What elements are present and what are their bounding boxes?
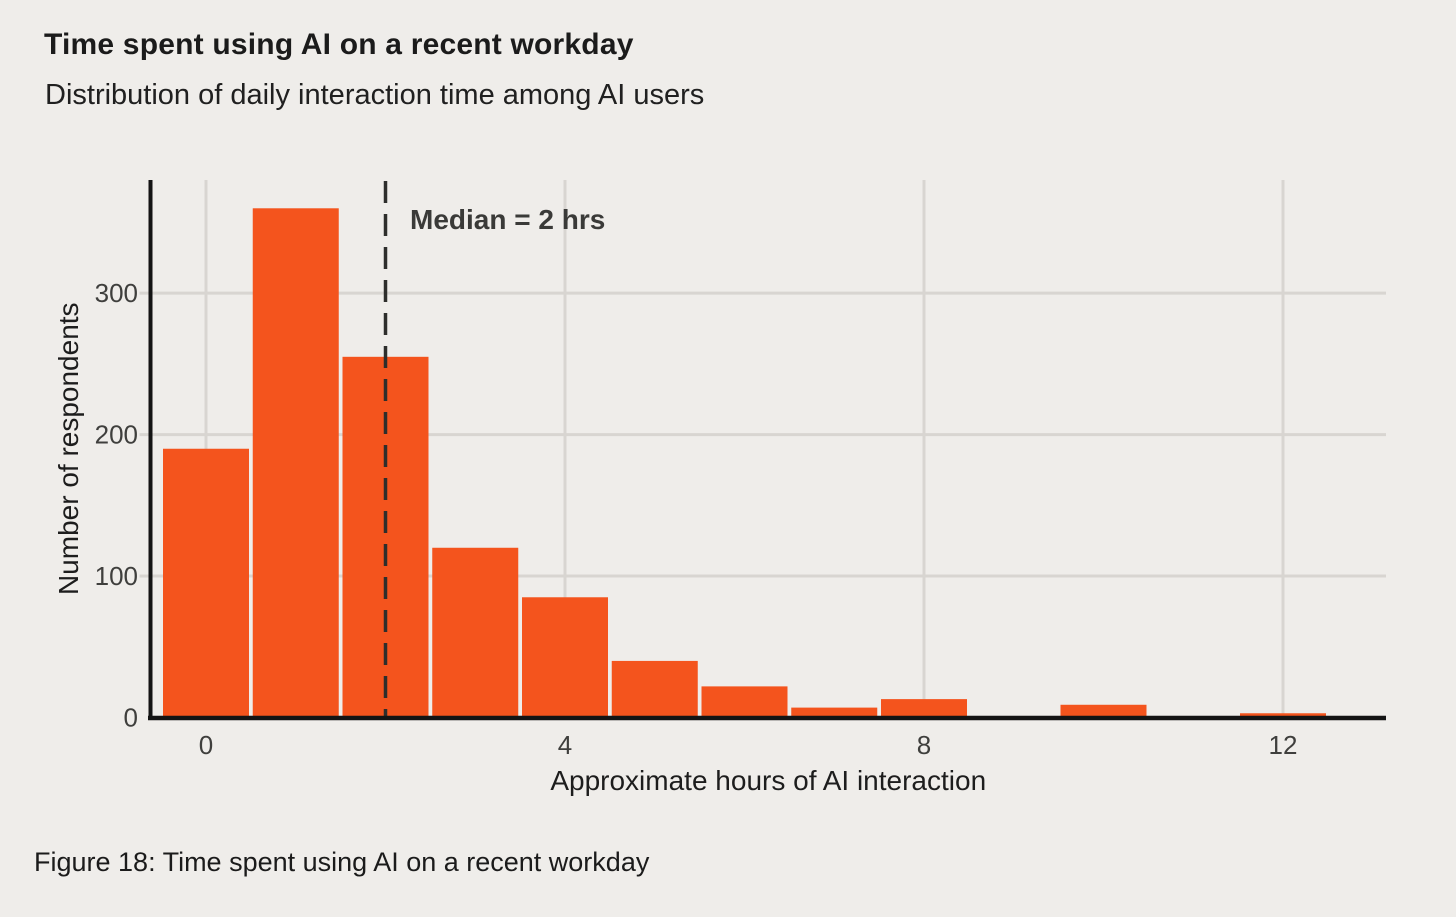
histogram-bar (432, 547, 519, 718)
y-tick-label: 200 (95, 420, 138, 450)
y-tick-label: 100 (95, 561, 138, 591)
histogram-bar (791, 707, 878, 718)
figure-caption: Figure 18: Time spent using AI on a rece… (34, 847, 650, 877)
histogram-bar (163, 448, 249, 718)
histogram-bar (252, 208, 339, 718)
histogram-bar (522, 597, 608, 718)
x-axis-title: Approximate hours of AI interaction (550, 765, 986, 796)
x-tick-label: 4 (558, 730, 572, 760)
histogram-bar (611, 660, 698, 718)
histogram-bar (1240, 713, 1326, 718)
histogram-bar (881, 699, 967, 718)
x-tick-label: 12 (1269, 730, 1298, 760)
median-annotation-label: Median = 2 hrs (410, 204, 605, 235)
chart-subtitle: Distribution of daily interaction time a… (45, 79, 705, 111)
histogram-bar (1060, 704, 1147, 718)
y-tick-label: 0 (124, 703, 138, 733)
chart-title: Time spent using AI on a recent workday (44, 28, 634, 61)
x-tick-label: 0 (199, 730, 213, 760)
y-axis-title: Number of respondents (53, 302, 84, 595)
y-tick-label: 300 (95, 278, 138, 308)
x-tick-label: 8 (917, 730, 931, 760)
histogram-bar (701, 686, 788, 718)
